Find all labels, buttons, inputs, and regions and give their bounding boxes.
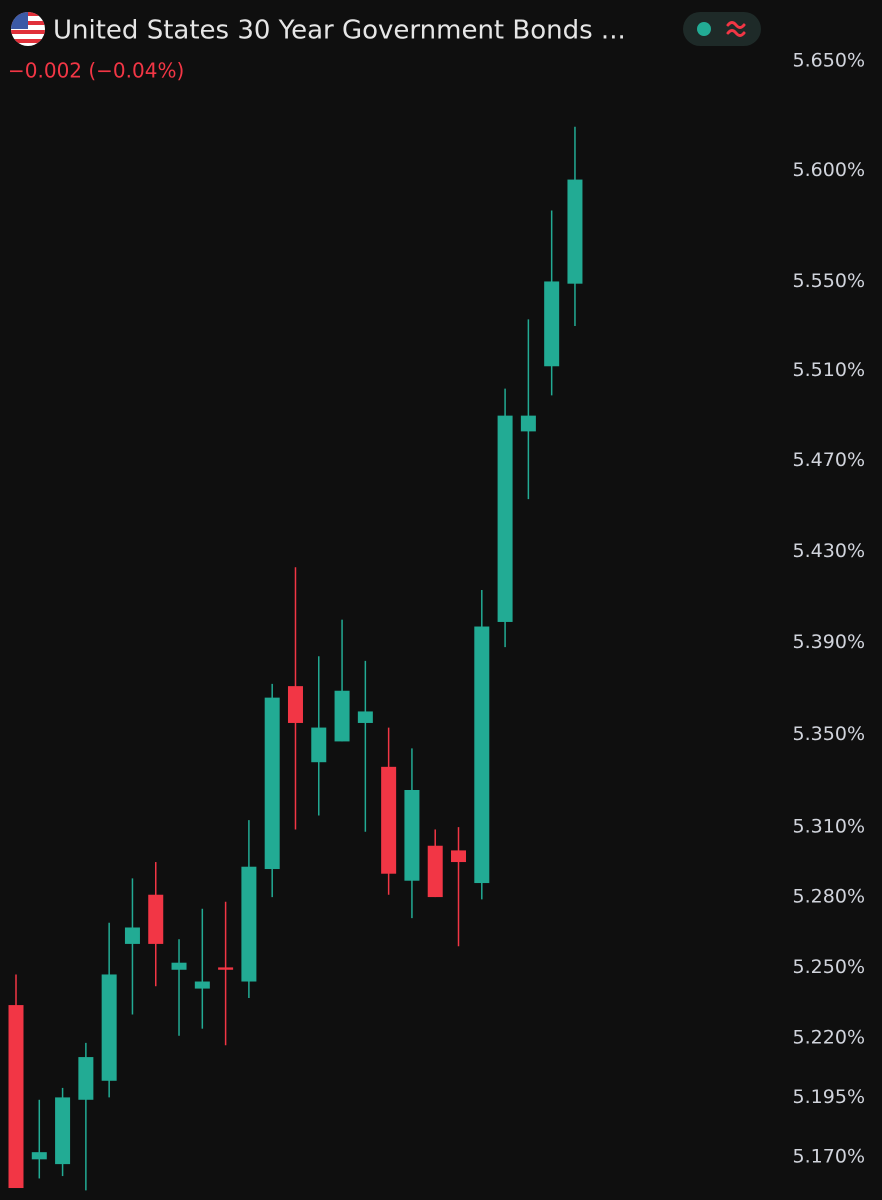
candle-body: [474, 626, 490, 884]
candle-body: [171, 962, 187, 970]
candle-body: [194, 981, 210, 989]
candle-body: [497, 415, 513, 622]
candle-body: [124, 927, 140, 944]
candle-body: [287, 686, 303, 723]
candle-body: [520, 415, 536, 432]
candle-body: [241, 866, 257, 982]
candle-body: [148, 894, 164, 944]
status-pill[interactable]: [683, 12, 761, 46]
candle-body: [334, 690, 350, 742]
flag-icon: [11, 12, 45, 46]
candle-body: [357, 711, 373, 723]
y-tick-label: 5.350%: [793, 723, 865, 745]
price-change: −0.002 (−0.04%): [8, 59, 184, 83]
candle-body: [264, 697, 280, 870]
candle-body: [31, 1152, 47, 1160]
y-tick-label: 5.510%: [793, 359, 865, 381]
plot-area: [8, 126, 583, 1191]
y-tick-label: 5.220%: [793, 1027, 865, 1049]
y-tick-label: 5.430%: [793, 540, 865, 562]
candle-body: [427, 845, 443, 898]
y-tick-label: 5.650%: [793, 50, 865, 72]
candle-body: [404, 789, 420, 881]
y-tick-label: 5.310%: [793, 816, 865, 838]
candle-body: [101, 974, 117, 1081]
y-tick-label: 5.550%: [793, 270, 865, 292]
candle-body: [8, 1005, 24, 1189]
candle-body: [544, 281, 560, 367]
candle-body: [567, 179, 583, 284]
candle-body: [55, 1097, 71, 1165]
y-tick-label: 5.390%: [793, 631, 865, 653]
chart-title: United States 30 Year Government Bonds .…: [53, 16, 626, 46]
candle-body: [381, 766, 397, 874]
candle-body: [311, 727, 327, 763]
y-tick-label: 5.280%: [793, 886, 865, 908]
y-tick-label: 5.600%: [793, 159, 865, 181]
y-tick-label: 5.170%: [793, 1145, 865, 1167]
candle-body: [78, 1057, 94, 1100]
y-tick-label: 5.195%: [793, 1086, 865, 1108]
y-tick-label: 5.470%: [793, 449, 865, 471]
candle-body: [218, 967, 234, 970]
y-tick-label: 5.250%: [793, 956, 865, 978]
candle-body: [451, 850, 467, 863]
